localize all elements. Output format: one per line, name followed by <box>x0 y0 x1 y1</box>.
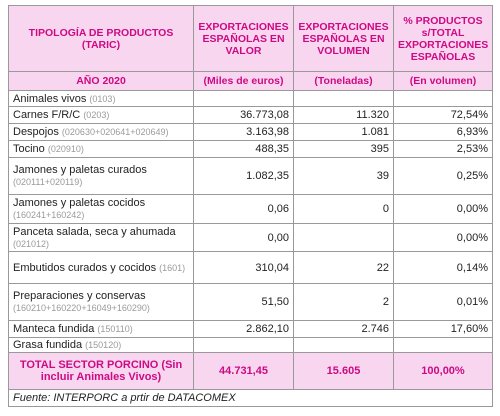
value-cell: 2.862,10 <box>193 320 294 338</box>
value-cell: 2,53% <box>393 140 493 158</box>
total-cell: TOTAL SECTOR PORCINO (Sin incluir Animal… <box>8 352 194 390</box>
units-cell: (Toneladas) <box>293 71 394 91</box>
row-label: Jamones y paletas curados <box>13 164 147 176</box>
data-row: Manteca fundida (150110) 2.862,10 2.746 17,… <box>8 320 493 338</box>
row-code: (160210+160220+16049+160290) <box>13 303 150 313</box>
header-cell: % PRODUCTOS s/TOTAL EXPORTACIONES ESPAÑO… <box>393 5 493 72</box>
value-cell: 0,01% <box>393 283 493 321</box>
data-row: Jamones y paletas cocidos (160241+160242… <box>8 194 493 224</box>
source-row: Fuente: INTERPORC a prtir de DATACOMEX <box>8 389 493 407</box>
data-row: Panceta salada, seca y ahumada (021012) 0… <box>8 223 493 252</box>
row-code: (1601) <box>159 262 186 273</box>
total-cell: 100,00% <box>393 352 493 390</box>
label-cell: Despojos (020630+020641+020649) <box>8 123 194 141</box>
value-cell: 39 <box>293 157 394 195</box>
value-cell: 11.320 <box>293 106 394 124</box>
value-cell: 51,50 <box>193 283 294 321</box>
total-row: TOTAL SECTOR PORCINO (Sin incluir Animal… <box>8 352 493 390</box>
value-cell: 0,00% <box>393 194 493 224</box>
row-code: (150110) <box>97 324 133 334</box>
header-cell: EXPORTACIONES ESPAÑOLAS EN VALOR <box>193 5 294 72</box>
row-label: Embutidos curados y cocidos <box>13 261 157 274</box>
label-cell: Carnes F/R/C (0203) <box>8 106 194 124</box>
value-cell <box>193 90 294 107</box>
export-table: TIPOLOGÍA DE PRODUCTOS (TARIC) EXPORTACIO… <box>8 5 493 407</box>
row-label: Grasa fundida <box>13 339 83 351</box>
row-code: (0203) <box>83 110 110 120</box>
value-cell: 1.081 <box>293 123 394 141</box>
units-cell: AÑO 2020 <box>8 71 194 91</box>
value-cell <box>293 223 394 252</box>
value-cell <box>193 337 294 353</box>
row-code: (160241+160242) <box>13 210 85 220</box>
row-label: Panceta salada, seca y ahumada <box>13 225 176 238</box>
row-label: Jamones y paletas cocidos <box>13 197 146 209</box>
data-row: Animales vivos (0103) <box>8 90 493 107</box>
units-cell: (En volumen) <box>393 71 493 91</box>
label-cell: Embutidos curados y cocidos (1601) <box>8 251 194 284</box>
data-row: Tocino (020910) 488,35 395 2,53% <box>8 140 493 158</box>
label-cell: Preparaciones y conservas (160210+160220… <box>8 283 194 321</box>
label-cell: Animales vivos (0103) <box>8 90 194 107</box>
label-cell: Manteca fundida (150110) <box>8 320 194 338</box>
value-cell: 0,25% <box>393 157 493 195</box>
units-cell: (Miles de euros) <box>193 71 294 91</box>
table-body: TIPOLOGÍA DE PRODUCTOS (TARIC) EXPORTACIO… <box>8 5 493 407</box>
value-cell: 0,06 <box>193 194 294 224</box>
row-label: Preparaciones y conservas <box>13 290 146 302</box>
value-cell: 0 <box>293 194 394 224</box>
value-cell: 395 <box>293 140 394 158</box>
value-cell: 310,04 <box>193 251 294 284</box>
label-cell: Jamones y paletas curados (020111+020119… <box>8 157 194 195</box>
value-cell <box>293 90 394 107</box>
row-code: (020111+020119) <box>13 177 83 187</box>
value-cell <box>393 90 493 107</box>
row-code: (021012) <box>13 238 50 249</box>
value-cell: 2.746 <box>293 320 394 338</box>
data-row: Preparaciones y conservas (160210+160220… <box>8 283 493 321</box>
row-label: Animales vivos <box>13 92 87 105</box>
header-cell: EXPORTACIONES ESPAÑOLAS EN VOLUMEN <box>293 5 394 72</box>
label-cell: Jamones y paletas cocidos (160241+160242… <box>8 194 194 224</box>
label-cell: Panceta salada, seca y ahumada (021012) <box>8 223 194 252</box>
header-row: TIPOLOGÍA DE PRODUCTOS (TARIC) EXPORTACIO… <box>8 5 493 72</box>
row-code: (020630+020641+020649) <box>61 127 169 137</box>
row-label: Carnes F/R/C <box>13 109 81 121</box>
row-code: (150120) <box>85 340 122 350</box>
row-label: Manteca fundida <box>13 323 95 335</box>
total-cell: 15.605 <box>293 352 394 390</box>
row-label: Despojos <box>13 126 59 138</box>
data-row: Carnes F/R/C (0203) 36.773,08 11.320 72,54% <box>8 106 493 124</box>
value-cell: 488,35 <box>193 140 294 158</box>
header-cell: TIPOLOGÍA DE PRODUCTOS (TARIC) <box>8 5 194 72</box>
data-row: Grasa fundida (150120) <box>8 337 493 353</box>
value-cell: 22 <box>293 251 394 284</box>
value-cell: 72,54% <box>393 106 493 124</box>
units-row: AÑO 2020 (Miles de euros) (Toneladas) (En v… <box>8 71 493 91</box>
value-cell: 36.773,08 <box>193 106 294 124</box>
value-cell: 0,00 <box>193 223 294 252</box>
label-cell: Grasa fundida (150120) <box>8 337 194 353</box>
row-label: Tocino <box>13 143 45 155</box>
total-cell: 44.731,45 <box>193 352 294 390</box>
value-cell: 0,14% <box>393 251 493 284</box>
source: Fuente: INTERPORC a prtir de DATACOMEX <box>8 389 493 407</box>
value-cell: 2 <box>293 283 394 321</box>
value-cell <box>393 337 493 353</box>
label-cell: Tocino (020910) <box>8 140 194 158</box>
value-cell: 3.163,98 <box>193 123 294 141</box>
row-code: (0103) <box>89 93 116 104</box>
value-cell: 1.082,35 <box>193 157 294 195</box>
data-row: Embutidos curados y cocidos (1601) 310,04… <box>8 251 493 284</box>
value-cell <box>293 337 394 353</box>
value-cell: 0,00% <box>393 223 493 252</box>
value-cell: 17,60% <box>393 320 493 338</box>
data-row: Despojos (020630+020641+020649) 3.163,98 1… <box>8 123 493 141</box>
data-row: Jamones y paletas curados (020111+020119… <box>8 157 493 195</box>
row-code: (020910) <box>47 144 84 154</box>
value-cell: 6,93% <box>393 123 493 141</box>
